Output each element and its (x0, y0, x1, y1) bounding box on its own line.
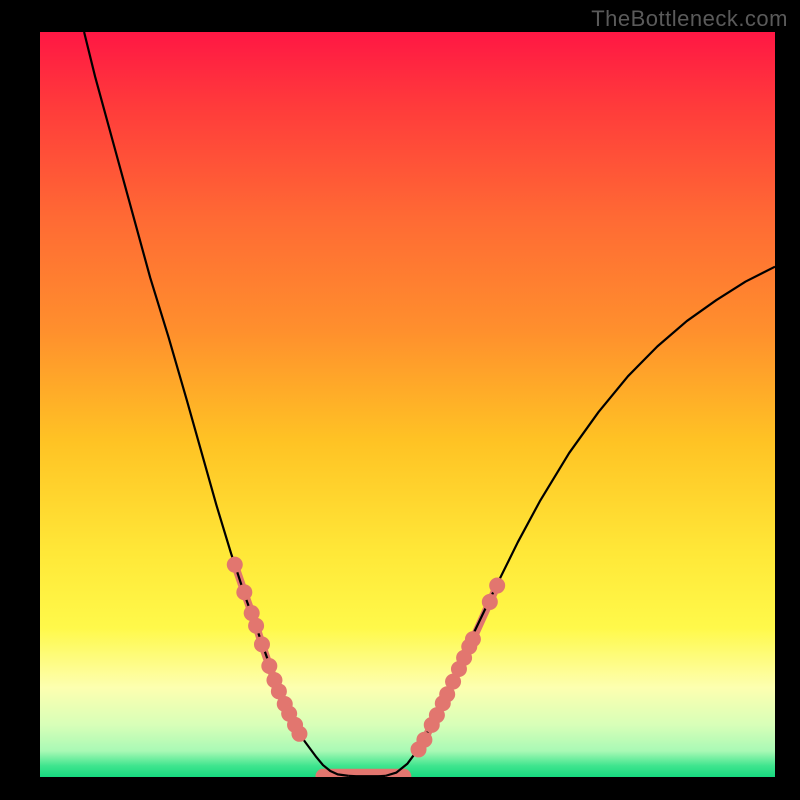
marker-dot (482, 594, 498, 610)
gradient-background (40, 32, 775, 777)
marker-dot (291, 726, 307, 742)
marker-dot (416, 732, 432, 748)
plot-area (40, 32, 775, 777)
marker-dot (465, 631, 481, 647)
chart-svg (40, 32, 775, 777)
marker-dot (254, 636, 270, 652)
chart-frame: TheBottleneck.com (0, 0, 800, 800)
marker-dot (227, 557, 243, 573)
marker-dot (236, 584, 252, 600)
watermark-text: TheBottleneck.com (591, 6, 788, 32)
marker-dot (261, 658, 277, 674)
marker-dot (489, 578, 505, 594)
marker-dot (248, 618, 264, 634)
